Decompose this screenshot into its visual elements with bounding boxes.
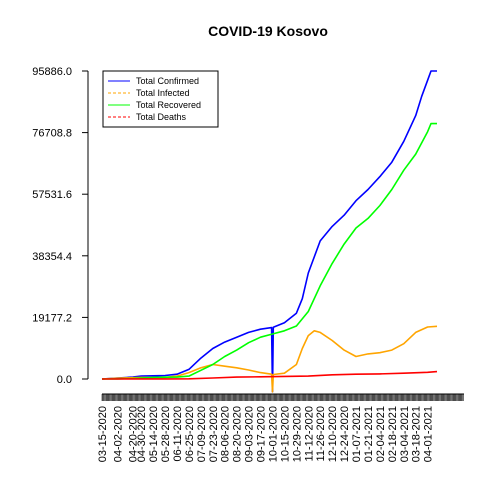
x-tick-label: 06-11-2020: [172, 406, 184, 461]
legend-label: Total Infected: [136, 88, 190, 98]
x-tick-label: 07-23-2020: [208, 406, 220, 462]
x-tick-label: 10-01-2020: [268, 406, 280, 462]
series-line-total-recovered: [101, 122, 437, 380]
x-tick-label: 10-15-2020: [279, 406, 291, 462]
y-tick-label: 0.0: [57, 374, 72, 386]
series-line-total-infected: [101, 325, 438, 393]
y-tick-label: 76708.8: [32, 128, 72, 140]
x-tick-label: 12-10-2020: [327, 406, 339, 462]
chart-title: COVID-19 Kosovo: [208, 23, 328, 39]
x-tick-label: 03-18-2021: [411, 406, 423, 462]
x-tick-label: 12-24-2020: [339, 406, 351, 462]
x-tick-label: 03-15-2020: [97, 406, 109, 462]
y-tick-label: 95886.0: [32, 66, 72, 78]
x-tick-label: 04-20-2020: [128, 406, 140, 462]
x-tick-label: 01-21-2021: [363, 406, 375, 462]
legend-label: Total Deaths: [136, 112, 187, 122]
axes: 0.0 19177.2 38354.4 57531.6 76708.8 95886.0 03…: [32, 66, 464, 462]
x-tick-label: 10-29-2020: [291, 406, 303, 462]
x-tick-label: 04-01-2021: [423, 406, 435, 462]
legend: Total Confirmed Total Infected Total Recov…: [102, 70, 219, 128]
y-tick-label: 19177.2: [32, 312, 72, 324]
x-tick-label: 05-28-2020: [160, 406, 172, 462]
y-tick-label: 38354.4: [32, 251, 72, 263]
series-line-total-confirmed: [101, 70, 437, 393]
x-tick-label: 08-20-2020: [232, 406, 244, 462]
plot-area: [101, 70, 438, 393]
x-tick-label: 04-02-2020: [112, 406, 124, 462]
x-tick-label: 01-07-2021: [351, 406, 363, 462]
x-tick-label: 03-04-2021: [399, 406, 411, 462]
x-tick-label: 05-14-2020: [148, 406, 160, 462]
x-tick-label: 04-30-2020: [136, 406, 148, 462]
x-tick-label: 02-18-2021: [387, 406, 399, 462]
x-tick-label: 08-06-2020: [220, 406, 232, 462]
y-tick-label: 57531.6: [32, 189, 72, 201]
series-line-total-deaths: [101, 370, 438, 380]
x-tick-label: 06-25-2020: [184, 406, 196, 462]
legend-label: Total Confirmed: [136, 76, 199, 86]
x-tick-label: 11-26-2020: [315, 406, 327, 461]
legend-label: Total Recovered: [136, 100, 201, 110]
x-tick-label: 09-17-2020: [256, 406, 268, 462]
x-tick-label: 09-03-2020: [244, 406, 256, 462]
legend-box: [102, 70, 219, 128]
x-daily-ticks: [101, 394, 464, 401]
x-tick-label: 07-09-2020: [196, 406, 208, 462]
x-tick-label: 11-12-2020: [303, 406, 315, 461]
x-tick-label: 02-04-2021: [375, 406, 387, 462]
